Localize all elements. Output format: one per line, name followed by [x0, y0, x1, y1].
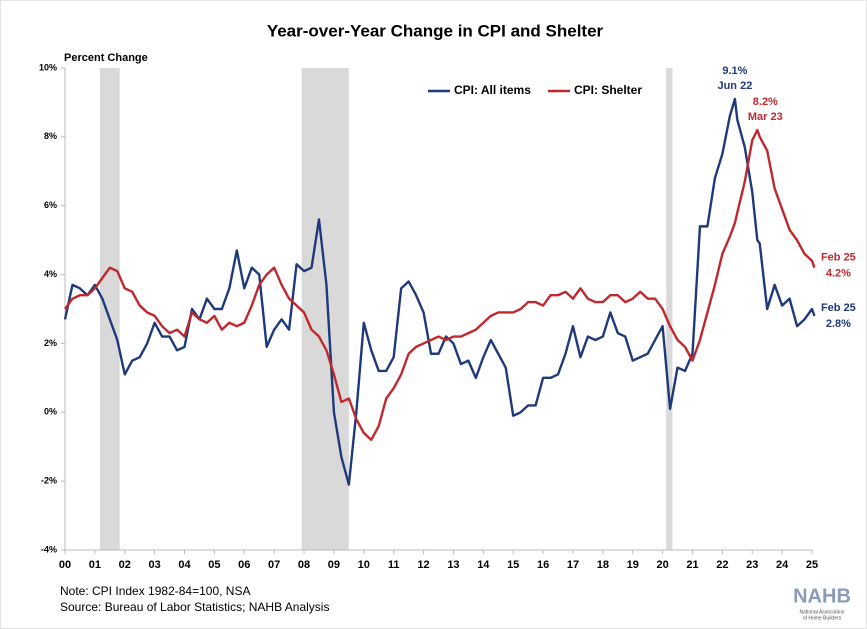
y-tick-label: 10%: [39, 62, 57, 72]
annotation-date: Jun 22: [717, 80, 752, 92]
x-tick-label: 10: [358, 559, 370, 571]
x-tick-label: 23: [746, 559, 758, 571]
y-tick-label: -4%: [41, 544, 57, 554]
x-tick-label: 22: [716, 559, 728, 571]
x-tick-label: 12: [417, 559, 429, 571]
annotation-date: Feb 25: [821, 302, 856, 314]
annotation-date: Feb 25: [821, 252, 856, 264]
recession-band: [301, 68, 349, 550]
x-tick-label: 25: [806, 559, 818, 571]
x-tick-label: 05: [208, 559, 220, 571]
source: Source: Bureau of Labor Statistics; NAHB…: [60, 600, 329, 614]
x-tick-label: 03: [149, 559, 161, 571]
annotation-label: 8.2%: [753, 96, 778, 108]
x-tick-label: 15: [507, 559, 519, 571]
x-tick-label: 21: [686, 559, 698, 571]
x-tick-label: 01: [89, 559, 101, 571]
x-tick-label: 16: [537, 559, 549, 571]
x-tick-label: 06: [238, 559, 250, 571]
legend-label: CPI: Shelter: [574, 83, 642, 97]
y-axis-label: Percent Change: [64, 52, 148, 64]
annotation-date: Mar 23: [748, 111, 783, 123]
note: Note: CPI Index 1982-84=100, NSA: [60, 584, 250, 598]
y-tick-label: 2%: [44, 338, 57, 348]
x-tick-label: 19: [627, 559, 639, 571]
annotation-label: 4.2%: [826, 268, 851, 280]
recession-band: [666, 68, 673, 550]
y-tick-label: 0%: [44, 407, 57, 417]
x-tick-label: 13: [447, 559, 459, 571]
x-tick-label: 08: [298, 559, 310, 571]
legend-label: CPI: All items: [454, 83, 531, 97]
x-tick-label: 09: [328, 559, 340, 571]
series-line: [64, 128, 816, 442]
y-tick-label: -2%: [41, 476, 57, 486]
x-tick-label: 18: [597, 559, 609, 571]
logo-subtitle: National Association: [799, 609, 844, 615]
x-tick-label: 02: [119, 559, 131, 571]
logo-subtitle: of Home Builders: [803, 615, 842, 621]
y-tick-label: 4%: [44, 269, 57, 279]
x-tick-label: 07: [268, 559, 280, 571]
series-line: [63, 97, 816, 486]
x-tick-label: 24: [776, 559, 789, 571]
x-tick-label: 04: [178, 559, 191, 571]
x-tick-label: 00: [59, 559, 71, 571]
x-tick-label: 17: [567, 559, 579, 571]
y-tick-label: 6%: [44, 200, 57, 210]
x-tick-label: 20: [656, 559, 668, 571]
x-tick-label: 14: [477, 559, 490, 571]
recession-band: [99, 68, 120, 550]
annotation-label: 9.1%: [722, 65, 747, 77]
y-tick-label: 8%: [44, 131, 57, 141]
x-tick-label: 11: [388, 559, 400, 571]
logo: NAHB: [793, 585, 851, 607]
chart-title: Year-over-Year Change in CPI and Shelter: [267, 21, 604, 40]
annotation-label: 2.8%: [826, 318, 851, 330]
